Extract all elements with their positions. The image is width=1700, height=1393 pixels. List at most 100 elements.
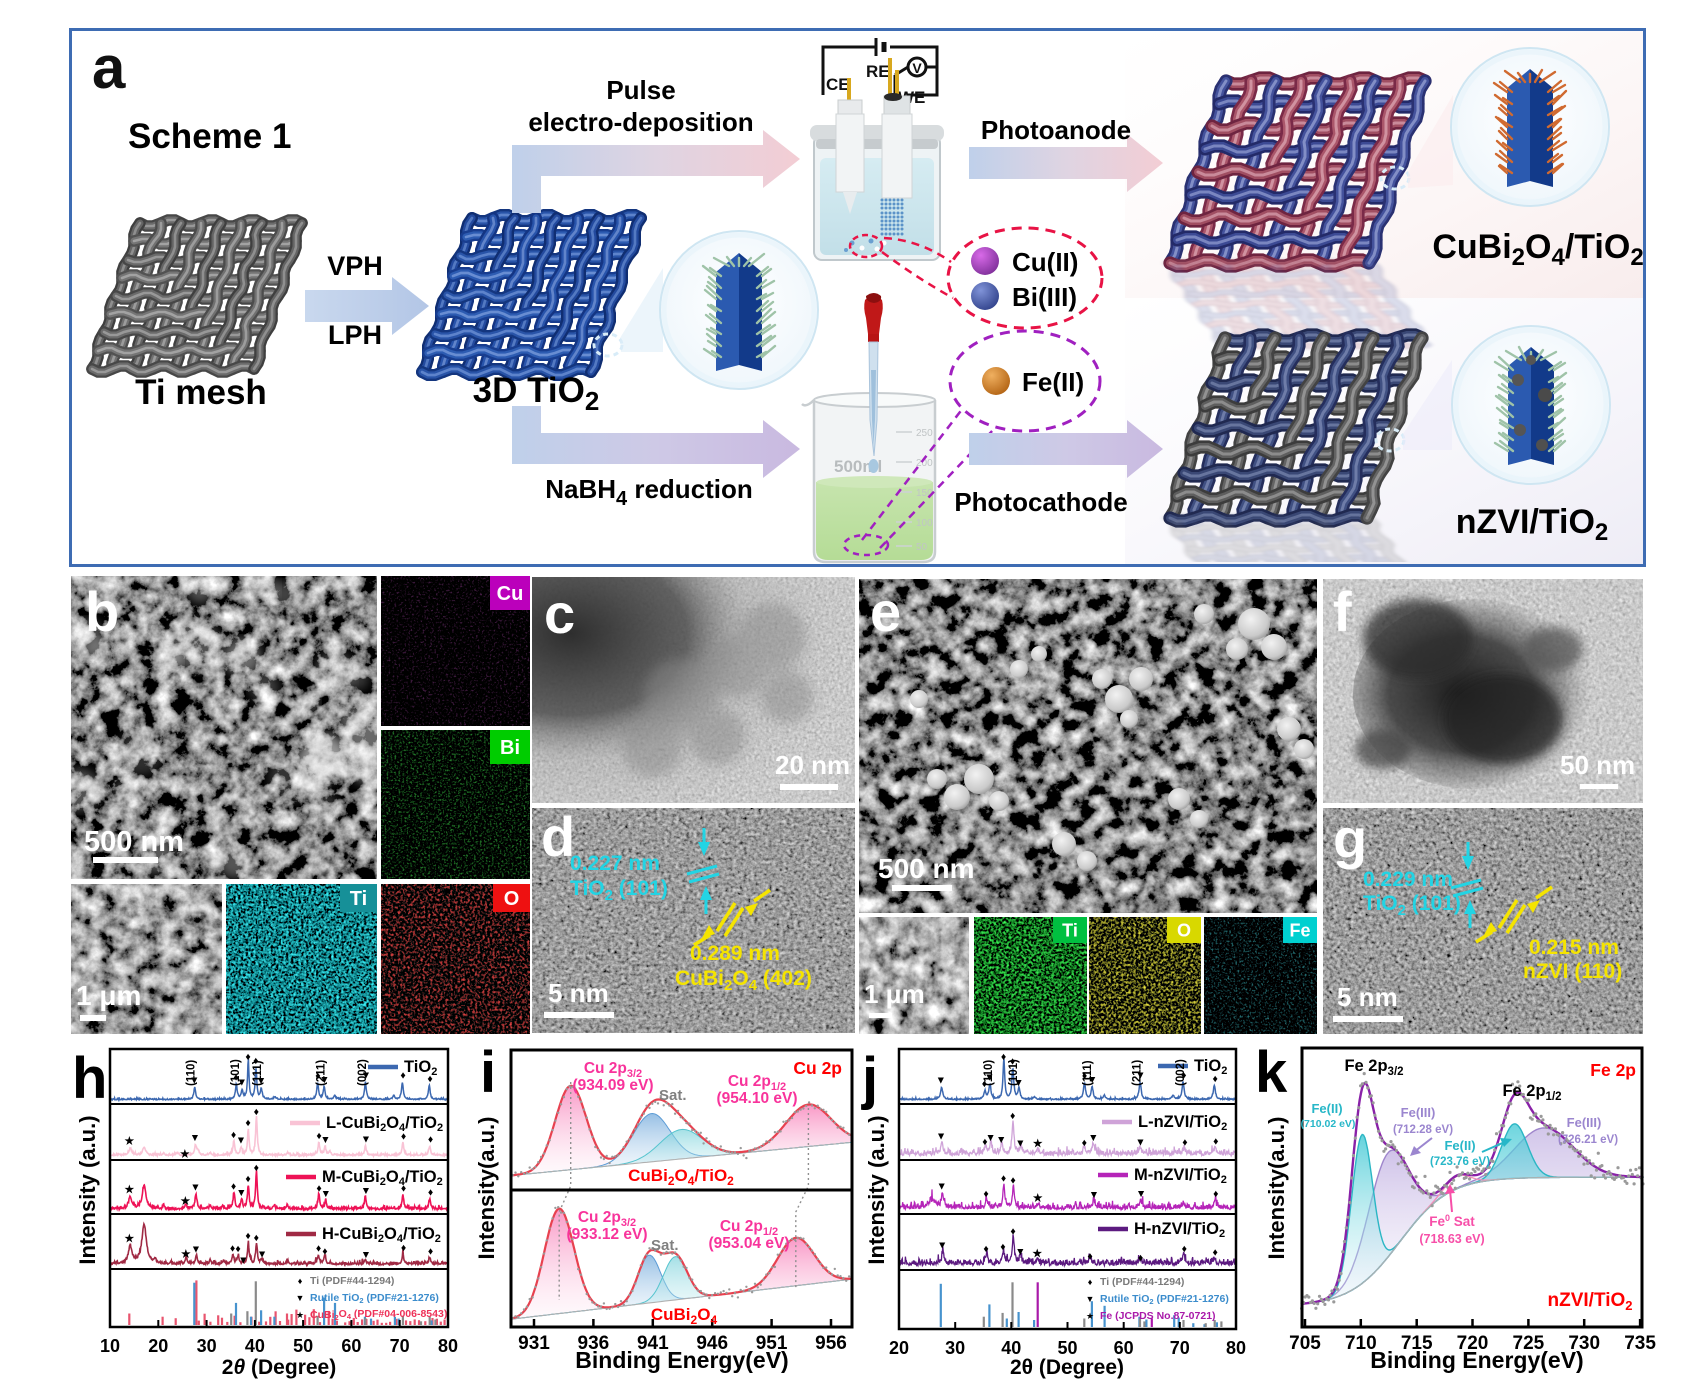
- svg-text:♦: ♦: [400, 1070, 406, 1082]
- svg-text:♦: ♦: [1010, 1110, 1016, 1122]
- svg-text:Cu 2p: Cu 2p: [793, 1058, 842, 1078]
- svg-text:TiO2 (101): TiO2 (101): [570, 877, 668, 904]
- svg-text:♦: ♦: [1082, 1070, 1088, 1082]
- svg-text:♦: ♦: [1010, 1055, 1016, 1067]
- svg-text:▼: ▼: [1136, 1188, 1146, 1200]
- svg-text:70: 70: [390, 1336, 410, 1356]
- svg-text:TiO2: TiO2: [404, 1058, 437, 1078]
- svg-text:(723.76 eV): (723.76 eV): [1430, 1156, 1490, 1168]
- svg-text:(101): (101): [230, 1059, 242, 1086]
- svg-text:♦: ♦: [254, 1232, 260, 1244]
- svg-text:▼: ▼: [190, 1182, 200, 1194]
- svg-text:O: O: [504, 888, 520, 910]
- svg-text:★: ★: [124, 1182, 135, 1196]
- svg-text:H-nZVI/TiO2: H-nZVI/TiO2: [1134, 1220, 1225, 1240]
- svg-text:★: ★: [179, 1147, 190, 1161]
- svg-text:▼: ▼: [1015, 1246, 1025, 1258]
- svg-text:▼: ▼: [996, 1134, 1006, 1146]
- svg-text:i: i: [480, 1040, 496, 1105]
- svg-text:▼: ▼: [256, 1075, 266, 1087]
- svg-text:▼: ▼: [236, 1135, 246, 1147]
- svg-text:1 μm: 1 μm: [864, 979, 925, 1009]
- svg-text:50: 50: [1057, 1338, 1077, 1358]
- svg-text:50: 50: [293, 1336, 313, 1356]
- svg-text:▼: ▼: [236, 1187, 246, 1199]
- svg-text:931: 931: [518, 1333, 550, 1354]
- svg-text:60: 60: [1114, 1338, 1134, 1358]
- svg-text:♦: ♦: [1088, 1277, 1093, 1287]
- svg-text:♦: ♦: [1082, 1137, 1088, 1149]
- svg-text:▼: ▼: [361, 1070, 371, 1082]
- svg-text:▼: ▼: [1089, 1189, 1099, 1201]
- svg-text:50: 50: [916, 542, 928, 553]
- svg-text:♦: ♦: [316, 1182, 322, 1194]
- svg-text:♦: ♦: [245, 1230, 251, 1242]
- svg-text:★: ★: [1086, 1311, 1094, 1321]
- svg-text:O: O: [1177, 920, 1191, 940]
- svg-text:720: 720: [1457, 1333, 1489, 1354]
- svg-text:80: 80: [438, 1336, 458, 1356]
- svg-text:CuBi2O4 (402): CuBi2O4 (402): [675, 967, 812, 994]
- svg-text:946: 946: [696, 1333, 728, 1354]
- svg-text:e: e: [870, 580, 901, 643]
- svg-text:Ti (PDF#44-1294): Ti (PDF#44-1294): [310, 1275, 394, 1287]
- svg-text:70: 70: [1170, 1338, 1190, 1358]
- svg-text:Bi(III): Bi(III): [1012, 282, 1077, 312]
- svg-text:♦: ♦: [253, 1055, 259, 1067]
- svg-text:▼: ▼: [1135, 1136, 1145, 1148]
- svg-text:TiO2 (101): TiO2 (101): [1363, 892, 1461, 919]
- svg-text:c: c: [544, 582, 575, 645]
- svg-text:Binding Energy(eV): Binding Energy(eV): [575, 1347, 788, 1373]
- svg-text:♦: ♦: [983, 1188, 989, 1200]
- svg-text:▼: ▼: [937, 1240, 947, 1252]
- svg-text:♦: ♦: [427, 1073, 433, 1085]
- svg-text:♦: ♦: [315, 1070, 321, 1082]
- svg-text:40: 40: [1001, 1338, 1021, 1358]
- svg-text:951: 951: [756, 1333, 788, 1354]
- svg-text:(002): (002): [1175, 1059, 1187, 1086]
- svg-text:(953.04 eV): (953.04 eV): [709, 1235, 790, 1252]
- svg-text:♦: ♦: [245, 1117, 251, 1129]
- svg-text:Fe(II): Fe(II): [1311, 1101, 1342, 1116]
- svg-text:▼: ▼: [984, 1072, 994, 1084]
- svg-text:RE: RE: [866, 62, 890, 81]
- svg-text:♦: ♦: [298, 1276, 303, 1286]
- svg-text:Fe(III): Fe(III): [1401, 1105, 1436, 1120]
- svg-text:0.229 nm: 0.229 nm: [1363, 868, 1453, 891]
- svg-text:710: 710: [1345, 1333, 1377, 1354]
- svg-text:♦: ♦: [1181, 1070, 1187, 1082]
- svg-text:Intensity (a.u.): Intensity (a.u.): [75, 1115, 100, 1264]
- svg-text:★: ★: [1032, 1191, 1043, 1205]
- svg-text:20: 20: [889, 1338, 909, 1358]
- svg-text:5 nm: 5 nm: [548, 978, 609, 1008]
- svg-text:♦: ♦: [401, 1130, 407, 1142]
- svg-text:♦: ♦: [1213, 1188, 1219, 1200]
- svg-text:60: 60: [341, 1336, 361, 1356]
- svg-text:▼: ▼: [237, 1077, 247, 1089]
- svg-text:0.227 nm: 0.227 nm: [570, 852, 660, 875]
- svg-text:♦: ♦: [1213, 1135, 1219, 1147]
- svg-text:▼: ▼: [361, 1185, 371, 1197]
- svg-text:♦: ♦: [428, 1187, 434, 1199]
- svg-text:(111): (111): [252, 1060, 264, 1086]
- svg-text:(934.09 eV): (934.09 eV): [573, 1077, 654, 1094]
- svg-text:H-CuBi2O4/TiO2: H-CuBi2O4/TiO2: [322, 1225, 441, 1245]
- svg-text:▼: ▼: [936, 1181, 946, 1193]
- svg-text:30: 30: [197, 1336, 217, 1356]
- svg-text:♦: ♦: [428, 1245, 434, 1257]
- svg-text:Binding Energy(eV): Binding Energy(eV): [1370, 1347, 1583, 1373]
- svg-text:200: 200: [916, 458, 933, 469]
- svg-text:(110): (110): [983, 1060, 995, 1086]
- svg-text:730: 730: [1568, 1333, 1600, 1354]
- svg-text:★: ★: [124, 1134, 135, 1148]
- svg-text:♦: ♦: [1138, 1252, 1144, 1264]
- svg-text:▼: ▼: [257, 1248, 267, 1260]
- svg-text:(111): (111): [1082, 1060, 1094, 1086]
- svg-text:▼: ▼: [1015, 1138, 1025, 1150]
- svg-text:a: a: [92, 34, 126, 101]
- svg-text:♦: ♦: [401, 1183, 407, 1195]
- svg-text:♦: ♦: [982, 1136, 988, 1148]
- svg-text:k: k: [1255, 1040, 1288, 1105]
- svg-text:Intensity(a.u.): Intensity(a.u.): [1264, 1116, 1289, 1259]
- svg-text:d: d: [541, 808, 575, 868]
